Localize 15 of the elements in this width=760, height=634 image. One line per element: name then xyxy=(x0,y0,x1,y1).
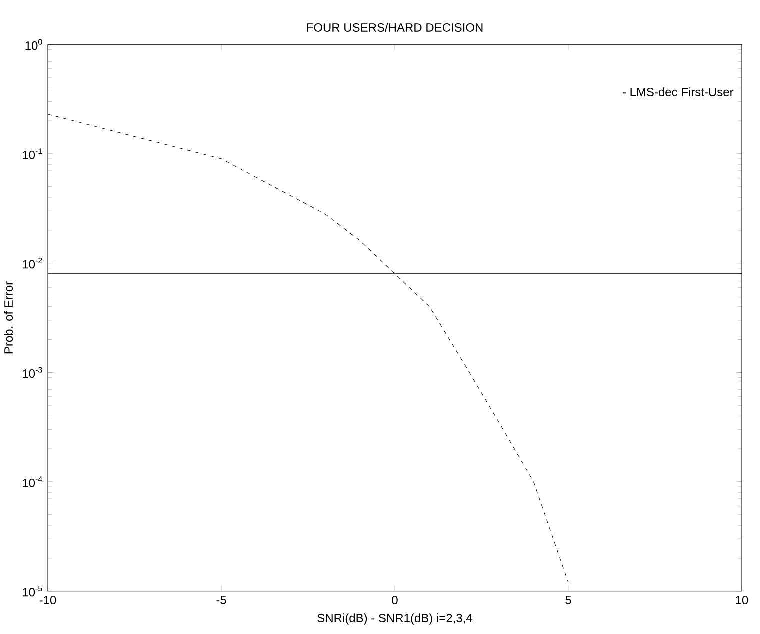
x-tick-label: 0 xyxy=(392,596,398,605)
x-tick-label: -10 xyxy=(40,596,56,605)
x-axis-title: SNRi(dB) - SNR1(dB) i=2,3,4 xyxy=(318,614,472,625)
y-tick-label: 10$^{-2}$ xyxy=(23,258,42,269)
x-tick-label: 10 xyxy=(736,596,748,605)
y-tick-label: 10$^{-3}$ xyxy=(23,367,42,378)
y-tick-label: 10$^{0}$ xyxy=(26,39,42,50)
y-tick-label: 10$^{-5}$ xyxy=(23,586,42,597)
chart-title: FOUR USERS/HARD DECISION xyxy=(307,23,483,32)
annotation: - LMS-dec First-User xyxy=(623,88,734,96)
y-tick-label: 10$^{-4}$ xyxy=(23,476,42,488)
y-tick-label: 10$^{-1}$ xyxy=(23,148,42,160)
y-axis-title: Prob. of Error xyxy=(4,282,14,354)
x-tick-label: 5 xyxy=(566,596,572,604)
x-tick-label: -5 xyxy=(216,596,226,604)
